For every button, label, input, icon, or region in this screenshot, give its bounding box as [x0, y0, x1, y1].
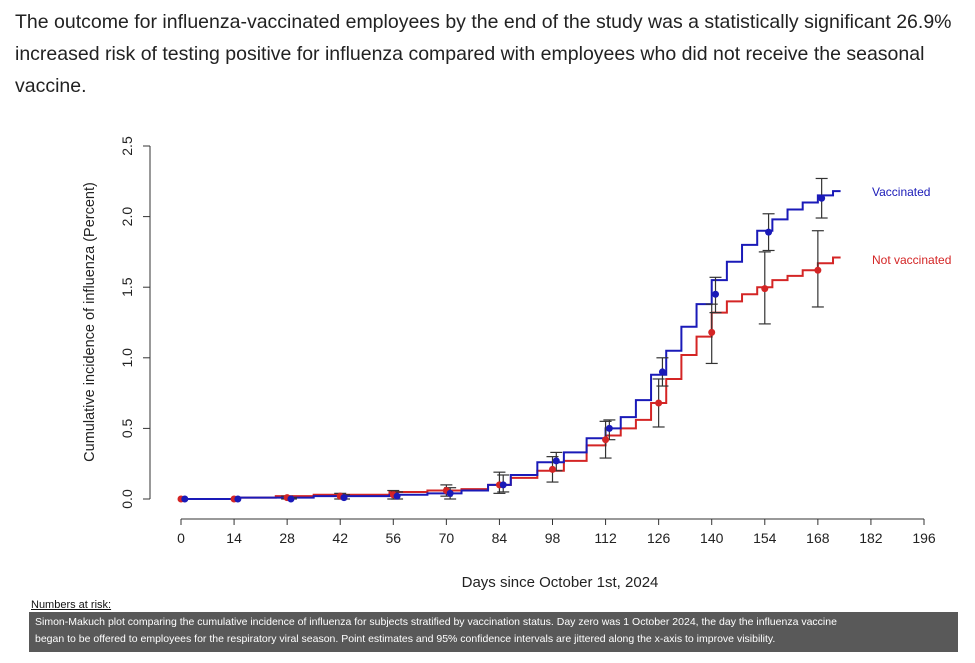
y-tick-label: 2.5 — [119, 136, 135, 156]
x-axis: 0 14 28 42 56 70 84 98 112 126 140 154 168 182 196 — [177, 518, 936, 546]
x-tick-label: 182 — [859, 530, 883, 546]
vaccinated-point — [605, 424, 613, 432]
x-axis-label: Days since October 1st, 2024 — [462, 574, 659, 591]
x-tick-label: 84 — [492, 530, 508, 546]
y-tick-label: 1.5 — [119, 277, 135, 297]
vaccinated-point — [340, 494, 348, 502]
article-paragraph: The outcome for influenza-vaccinated emp… — [15, 11, 952, 97]
vaccinated-point — [712, 290, 720, 298]
y-axis: 0.0 0.5 1.0 1.5 2.0 2.5 — [119, 136, 151, 509]
vaccinated-point — [234, 495, 242, 503]
x-tick-label: 0 — [177, 530, 185, 546]
vaccinated-point — [818, 194, 826, 202]
x-tick-label: 70 — [439, 530, 455, 546]
x-tick-label: 42 — [332, 530, 348, 546]
not-vaccinated-point — [814, 266, 822, 274]
vaccinated-point — [499, 481, 507, 489]
error-bars — [281, 177, 828, 500]
x-tick-label: 154 — [753, 530, 777, 546]
point-estimates — [177, 194, 826, 503]
x-tick-label: 196 — [912, 530, 936, 546]
not-vaccinated-point — [708, 328, 716, 336]
y-tick-label: 0.0 — [119, 489, 135, 509]
not-vaccinated-point — [549, 465, 556, 473]
vaccinated-point — [552, 457, 560, 465]
vaccinated-point — [393, 492, 401, 500]
not-vaccinated-point — [602, 436, 610, 444]
not-vaccinated-point — [761, 285, 769, 293]
x-tick-label: 140 — [700, 530, 724, 546]
not-vaccinated-curve — [181, 256, 841, 500]
vaccinated-point — [658, 368, 666, 376]
x-tick-label: 98 — [545, 530, 561, 546]
series-curves — [181, 190, 841, 500]
x-tick-label: 126 — [647, 530, 671, 546]
x-tick-label: 168 — [806, 530, 830, 546]
not-vaccinated-point — [655, 399, 663, 407]
figure-caption: Simon-Makuch plot comparing the cumulati… — [29, 612, 958, 652]
vaccinated-point — [181, 495, 189, 503]
y-tick-label: 0.5 — [119, 418, 135, 438]
x-tick-label: 14 — [226, 530, 242, 546]
legend-vaccinated: Vaccinated — [872, 185, 930, 199]
y-tick-label: 1.0 — [119, 348, 135, 368]
vaccinated-curve — [181, 190, 841, 500]
y-axis-label: Cumulative incidence of influenza (Perce… — [82, 182, 98, 462]
x-tick-label: 56 — [385, 530, 401, 546]
vaccinated-point — [287, 495, 295, 503]
caption-line-2: began to be offered to employees for the… — [35, 633, 776, 645]
legend-not-vaccinated: Not vaccinated — [872, 253, 951, 267]
y-tick-label: 2.0 — [119, 207, 135, 227]
vaccinated-point — [765, 228, 773, 236]
vaccinated-point — [446, 489, 454, 497]
caption-line-1: Simon-Makuch plot comparing the cumulati… — [35, 616, 837, 628]
numbers-at-risk-label: Numbers at risk: — [31, 599, 112, 611]
x-tick-label: 112 — [594, 530, 617, 546]
x-tick-label: 28 — [279, 530, 295, 546]
